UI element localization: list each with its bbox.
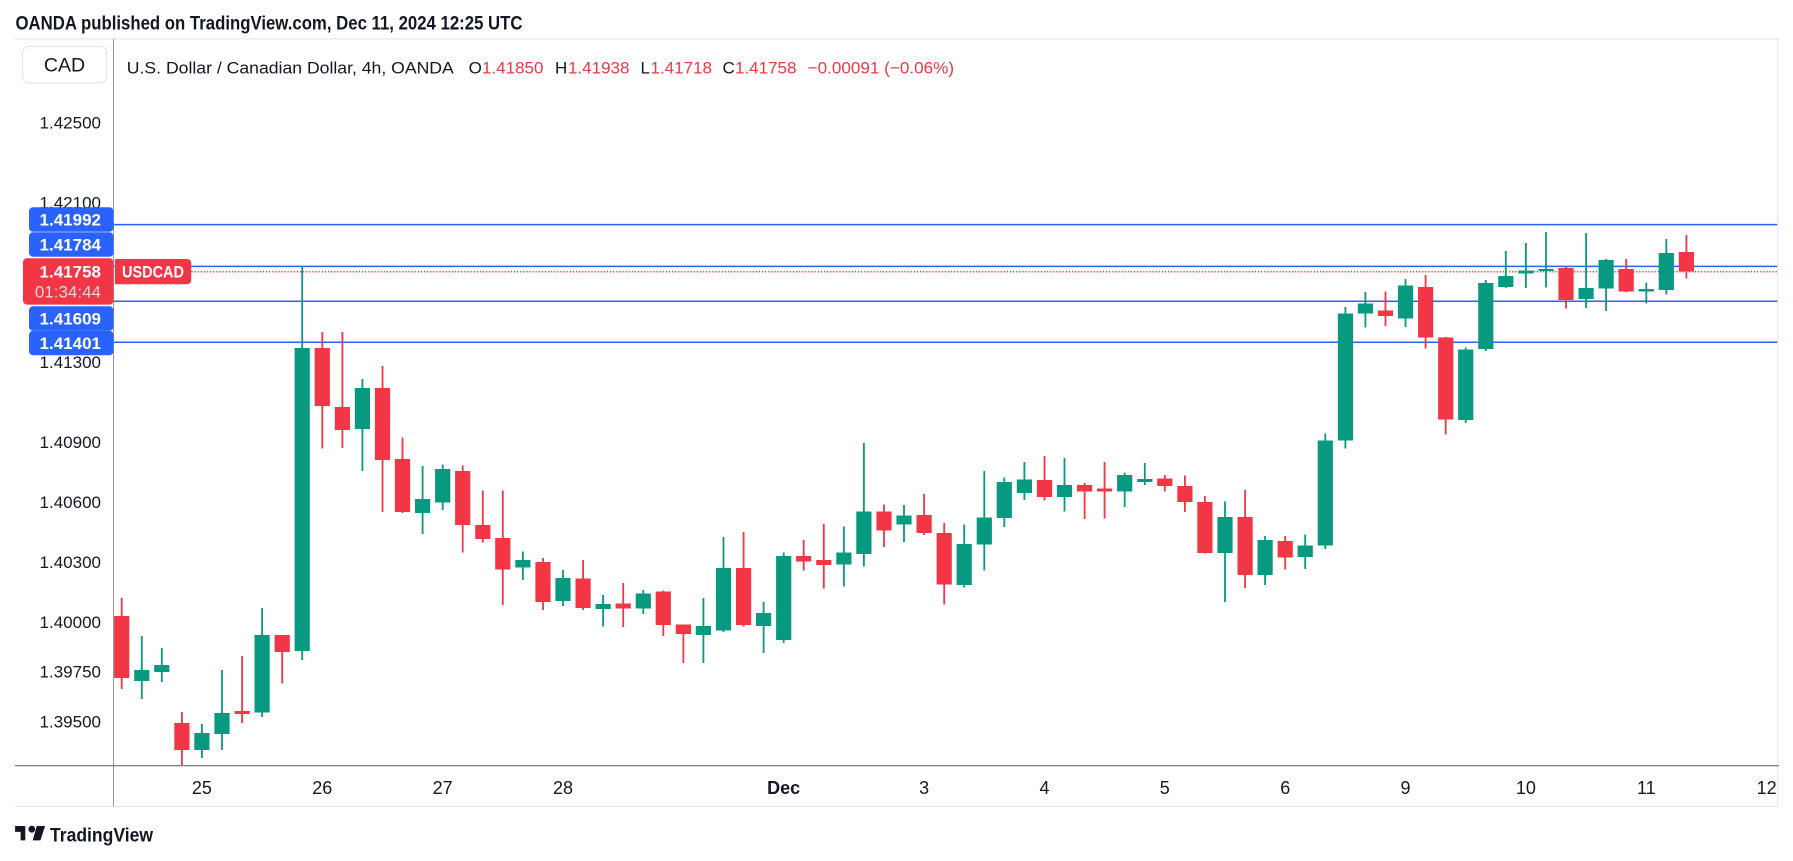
svg-text:1.39750: 1.39750 — [40, 663, 101, 682]
svg-text:U.S. Dollar / Canadian Dollar,: U.S. Dollar / Canadian Dollar, 4h, OANDA — [127, 58, 455, 77]
svg-text:USDCAD: USDCAD — [122, 264, 184, 282]
svg-text:11: 11 — [1637, 778, 1656, 798]
svg-text:6: 6 — [1280, 778, 1290, 798]
svg-text:3: 3 — [919, 778, 929, 798]
svg-text:C: C — [723, 58, 735, 77]
svg-text:25: 25 — [192, 778, 212, 798]
svg-text:−0.00091 (−0.06%): −0.00091 (−0.06%) — [808, 58, 955, 77]
svg-text:1.41300: 1.41300 — [40, 353, 101, 372]
svg-text:1.41401: 1.41401 — [40, 334, 101, 353]
svg-text:1.41850: 1.41850 — [482, 58, 543, 77]
svg-text:1.41718: 1.41718 — [651, 58, 712, 77]
svg-text:OANDA published on TradingView: OANDA published on TradingView.com, Dec … — [16, 13, 523, 35]
svg-text:CAD: CAD — [44, 55, 85, 77]
svg-text:1.41784: 1.41784 — [40, 236, 102, 255]
svg-text:9: 9 — [1400, 778, 1410, 798]
svg-text:1.40000: 1.40000 — [40, 613, 101, 632]
svg-text:1.41938: 1.41938 — [568, 58, 629, 77]
svg-text:Dec: Dec — [767, 778, 800, 798]
svg-text:1.40900: 1.40900 — [40, 433, 101, 452]
svg-text:26: 26 — [312, 778, 332, 798]
svg-text:12: 12 — [1757, 778, 1777, 798]
svg-text:1.39500: 1.39500 — [40, 713, 101, 732]
svg-text:H: H — [555, 58, 567, 77]
svg-text:1.41758: 1.41758 — [735, 58, 796, 77]
svg-text:4: 4 — [1039, 778, 1049, 798]
svg-text:1.41992: 1.41992 — [40, 211, 101, 230]
svg-text:27: 27 — [433, 778, 453, 798]
svg-text:01:34:44: 01:34:44 — [35, 282, 101, 301]
svg-text:1.41758: 1.41758 — [40, 263, 101, 282]
svg-text:1.40600: 1.40600 — [40, 493, 101, 512]
svg-text:10: 10 — [1516, 778, 1536, 798]
svg-text:TradingView: TradingView — [50, 826, 153, 847]
svg-text:1.41609: 1.41609 — [40, 310, 101, 329]
svg-text:L: L — [641, 58, 650, 77]
svg-text:28: 28 — [553, 778, 573, 798]
svg-text:1.42500: 1.42500 — [40, 114, 101, 133]
svg-text:1.40300: 1.40300 — [40, 553, 101, 572]
svg-text:5: 5 — [1160, 778, 1170, 798]
svg-text:O: O — [469, 58, 482, 77]
